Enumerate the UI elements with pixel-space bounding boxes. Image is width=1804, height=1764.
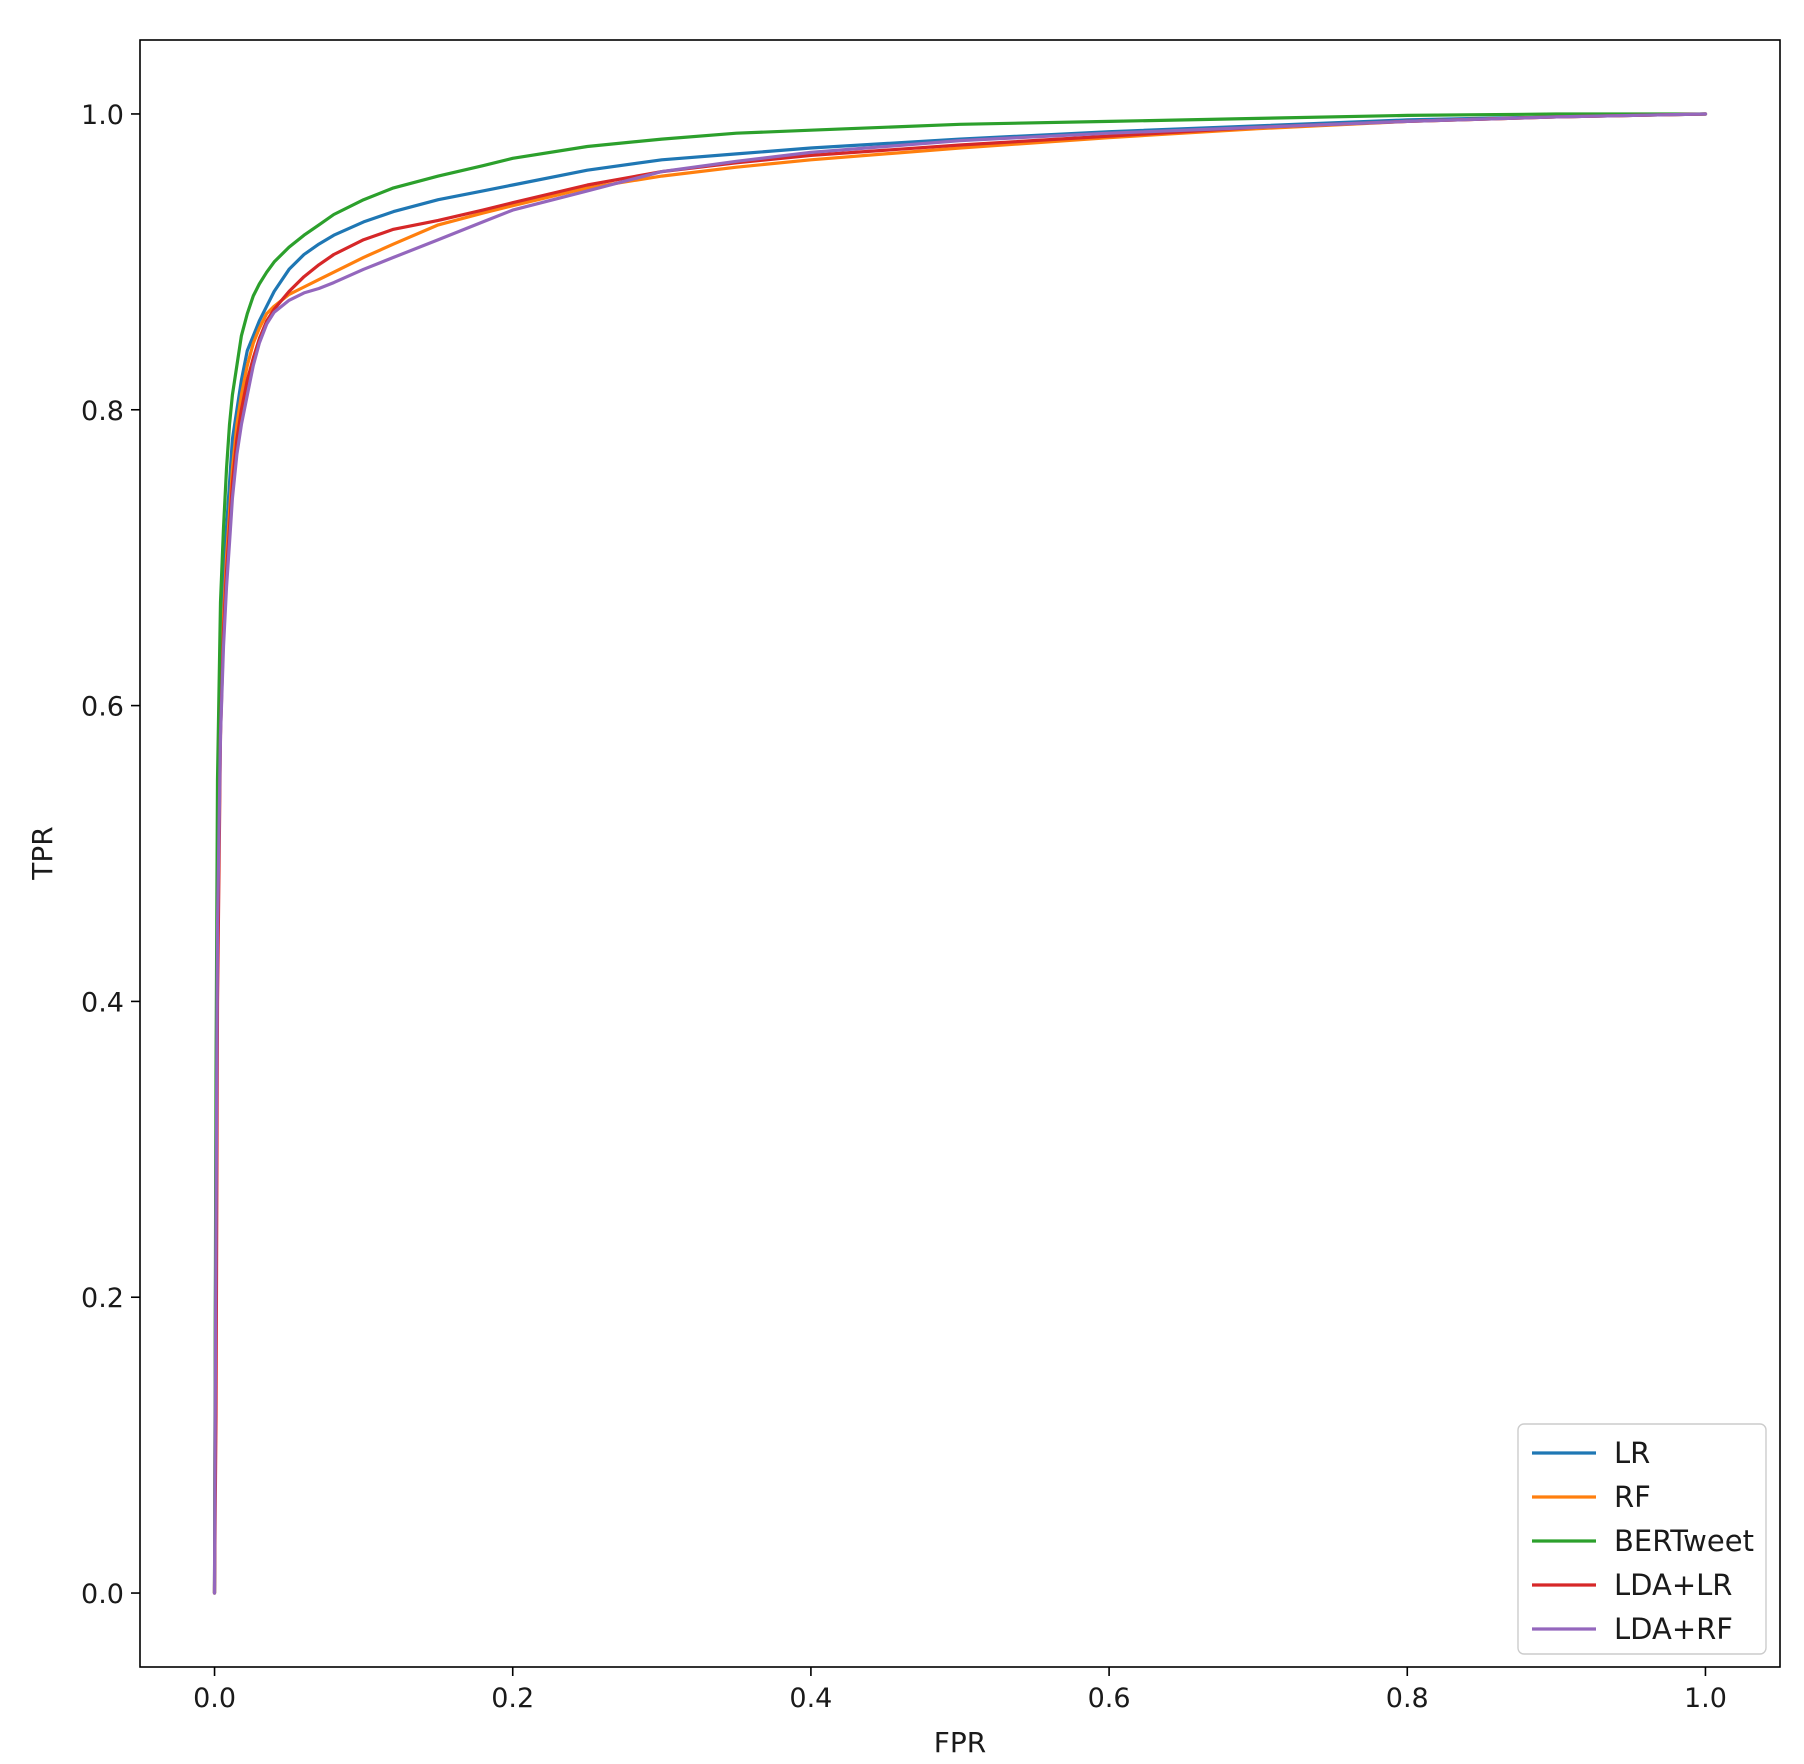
x-axis-label: FPR <box>934 1726 986 1759</box>
y-tick-label: 0.6 <box>81 692 124 723</box>
legend-items: LR RF BERTweet LDA+LR LDA+RF <box>1532 1436 1754 1646</box>
series-line-bertweet <box>212 112 1708 1595</box>
x-tick-label: 0.6 <box>1088 1683 1131 1714</box>
y-axis: 0.0 0.2 0.4 0.6 0.8 1.0 <box>81 100 140 1610</box>
x-tick-label: 0.2 <box>491 1683 534 1714</box>
x-tick-label: 1.0 <box>1684 1683 1727 1714</box>
series-line-lr <box>212 112 1708 1595</box>
legend-label: RF <box>1614 1480 1651 1514</box>
series-layer <box>212 112 1708 1595</box>
y-tick-label: 0.8 <box>81 396 124 427</box>
y-axis-label: TPR <box>26 826 59 880</box>
plot-frame <box>139 39 1781 1668</box>
legend-label: LDA+LR <box>1614 1568 1732 1602</box>
y-tick-label: 0.2 <box>81 1283 124 1314</box>
y-tick-label: 0.0 <box>81 1579 124 1610</box>
x-tick-label: 0.4 <box>789 1683 832 1714</box>
legend-label: LR <box>1614 1436 1650 1470</box>
y-tick-label: 0.4 <box>81 987 124 1018</box>
legend-label: BERTweet <box>1614 1524 1754 1558</box>
legend-box <box>1517 1423 1767 1655</box>
series-line-lda-rf <box>212 112 1708 1595</box>
y-tick-label: 1.0 <box>81 100 124 131</box>
legend: LR RF BERTweet LDA+LR LDA+RF <box>1517 1423 1767 1655</box>
x-tick-label: 0.0 <box>193 1683 236 1714</box>
x-tick-label: 0.8 <box>1386 1683 1429 1714</box>
x-axis: 0.0 0.2 0.4 0.6 0.8 1.0 <box>193 1667 1727 1714</box>
legend-label: LDA+RF <box>1614 1612 1733 1646</box>
